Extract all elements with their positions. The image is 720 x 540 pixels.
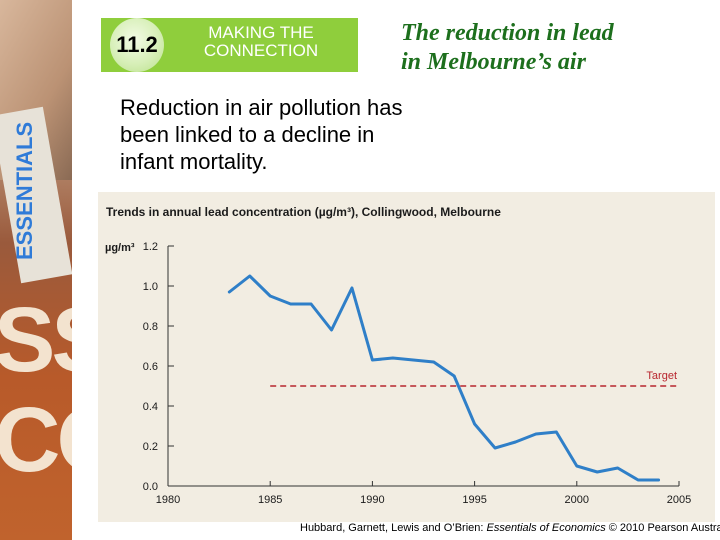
y-tick-label: 0.2 bbox=[143, 441, 158, 453]
slide-title: The reduction in lead in Melbourne’s air bbox=[401, 20, 614, 75]
body-text: Reduction in air pollution has been link… bbox=[120, 95, 403, 174]
lead-data-point bbox=[350, 286, 354, 290]
credit-authors: Hubbard, Garnett, Lewis and O’Brien: bbox=[300, 522, 487, 534]
lead-data-point bbox=[330, 328, 333, 332]
lead-data-point bbox=[309, 302, 313, 306]
y-axis-unit-label: µg/m³ bbox=[105, 242, 135, 254]
lead-data-point bbox=[493, 446, 497, 450]
y-tick-label: 0.8 bbox=[143, 321, 158, 333]
y-tick-label: 0.4 bbox=[143, 401, 158, 413]
lead-data-point bbox=[616, 466, 619, 470]
lead-data-point bbox=[228, 290, 231, 294]
lead-series-line bbox=[227, 274, 661, 482]
chart-title: Trends in annual lead concentration (µg/… bbox=[106, 205, 501, 219]
lead-data-point bbox=[575, 464, 578, 468]
x-tick-label: 1990 bbox=[360, 494, 384, 506]
x-tick-label: 2000 bbox=[565, 494, 589, 506]
lead-data-point bbox=[657, 478, 660, 482]
lead-data-point bbox=[452, 374, 456, 378]
credit-copyright: © 2010 Pearson Australia bbox=[608, 522, 720, 534]
lead-data-point bbox=[596, 470, 599, 474]
lead-data-point bbox=[289, 302, 292, 306]
lead-data-point bbox=[534, 432, 538, 436]
lead-data-point bbox=[371, 358, 374, 362]
section-label: MAKING THE CONNECTION bbox=[203, 23, 319, 60]
section-number: 11.2 bbox=[116, 32, 158, 57]
source-credit: Hubbard, Garnett, Lewis and O’Brien: Ess… bbox=[300, 522, 720, 534]
lead-data-point bbox=[391, 356, 395, 360]
lead-data-point bbox=[248, 274, 251, 278]
cover-big-letters: SSCO bbox=[0, 289, 72, 491]
x-tick-label: 2005 bbox=[667, 494, 691, 506]
lead-data-point bbox=[636, 478, 640, 482]
x-tick-label: 1985 bbox=[258, 494, 282, 506]
section-number-circle bbox=[110, 18, 164, 72]
y-tick-label: 0.6 bbox=[143, 361, 158, 373]
lead-data-point bbox=[555, 430, 558, 434]
target-label: Target bbox=[646, 370, 677, 382]
credit-book-title: Essentials of Economics bbox=[486, 522, 606, 534]
x-tick-label: 1980 bbox=[156, 494, 180, 506]
lead-data-point bbox=[432, 360, 435, 364]
lead-data-point bbox=[514, 440, 517, 444]
y-tick-label: 0.0 bbox=[143, 481, 158, 493]
lead-data-point bbox=[473, 422, 476, 426]
lead-data-point bbox=[412, 358, 415, 362]
chart-panel bbox=[98, 192, 715, 522]
cover-photo-strip: ESSENTIALS SSCO bbox=[0, 0, 72, 540]
x-tick-label: 1995 bbox=[462, 494, 486, 506]
lead-data-point bbox=[269, 294, 272, 298]
y-tick-label: 1.2 bbox=[143, 241, 158, 253]
y-tick-label: 1.0 bbox=[143, 281, 158, 293]
